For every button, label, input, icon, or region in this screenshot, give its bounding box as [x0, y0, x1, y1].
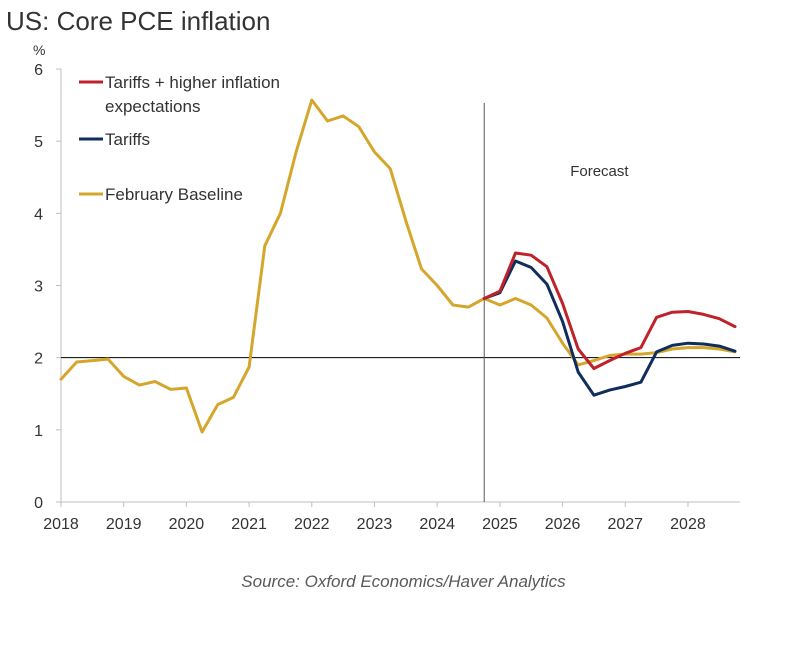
legend-label: February Baseline — [105, 185, 243, 204]
legend-label: expectations — [105, 97, 200, 116]
x-tick-label: 2021 — [231, 516, 267, 533]
x-tick-label: 2026 — [545, 516, 581, 533]
source-note: Source: Oxford Economics/Haver Analytics — [241, 572, 566, 591]
series-line-tariffs-higher-inflation-expectations — [482, 251, 737, 370]
series-line-february-baseline — [59, 98, 737, 434]
legend-label: Tariffs — [105, 130, 150, 149]
y-tick-label: 6 — [34, 62, 43, 79]
y-tick-label: 5 — [34, 134, 43, 151]
y-tick-label: 2 — [34, 351, 43, 368]
x-tick-label: 2028 — [670, 516, 706, 533]
x-tick-label: 2024 — [419, 516, 455, 533]
series-line-tariffs — [482, 259, 737, 397]
y-axis-unit: % — [33, 42, 46, 58]
x-tick-label: 2019 — [106, 516, 142, 533]
x-tick-label: 2022 — [294, 516, 330, 533]
x-tick-label: 2018 — [43, 516, 79, 533]
forecast-label: Forecast — [570, 163, 629, 180]
y-tick-label: 0 — [34, 495, 43, 512]
y-tick-label: 1 — [34, 423, 43, 440]
y-tick-label: 4 — [34, 206, 43, 223]
y-tick-label: 3 — [34, 279, 43, 296]
x-tick-label: 2020 — [169, 516, 205, 533]
chart-title: US: Core PCE inflation — [6, 6, 271, 36]
x-tick-label: 2023 — [357, 516, 393, 533]
legend-label: Tariffs + higher inflation — [105, 73, 280, 92]
x-tick-label: 2025 — [482, 516, 518, 533]
x-tick-label: 2027 — [607, 516, 643, 533]
